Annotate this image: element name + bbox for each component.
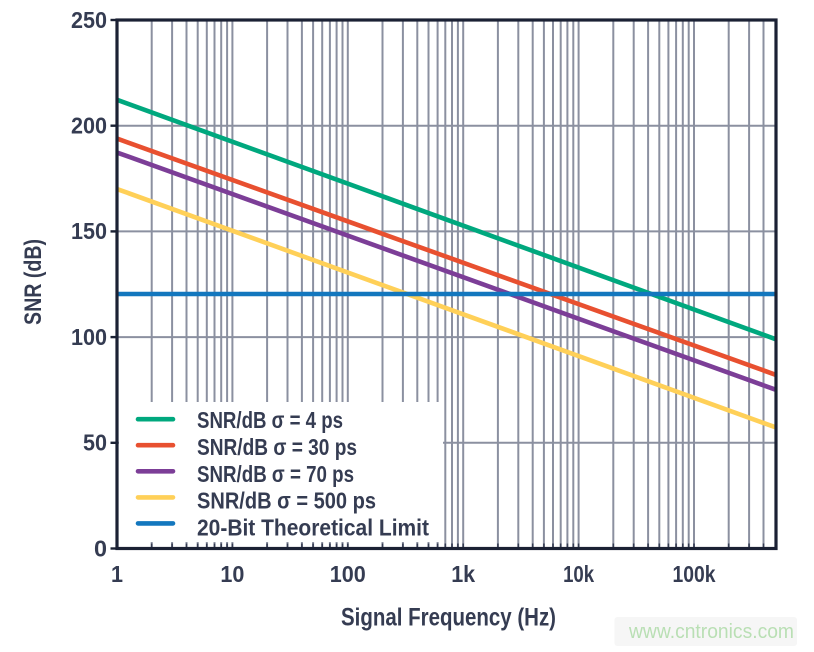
svg-text:100k: 100k [673, 561, 716, 587]
svg-text:100: 100 [71, 324, 107, 350]
svg-text:SNR/dB σ = 500 ps: SNR/dB σ = 500 ps [197, 488, 376, 514]
svg-text:SNR/dB σ = 70 ps: SNR/dB σ = 70 ps [197, 461, 354, 487]
svg-text:250: 250 [71, 7, 107, 33]
svg-text:Signal Frequency (Hz): Signal Frequency (Hz) [341, 604, 556, 632]
svg-text:50: 50 [83, 430, 107, 456]
svg-text:SNR/dB σ = 30 ps: SNR/dB σ = 30 ps [197, 434, 357, 460]
svg-text:150: 150 [71, 218, 107, 244]
svg-text:0: 0 [94, 535, 107, 561]
svg-text:10: 10 [220, 561, 244, 587]
svg-text:SNR/dB σ = 4 ps: SNR/dB σ = 4 ps [197, 407, 343, 433]
svg-text:1k: 1k [451, 561, 475, 587]
svg-text:10k: 10k [563, 561, 594, 587]
svg-text:www.cntronics.com: www.cntronics.com [628, 620, 794, 643]
svg-text:SNR (dB): SNR (dB) [20, 239, 47, 325]
svg-text:1: 1 [111, 561, 123, 587]
svg-text:20-Bit Theoretical Limit: 20-Bit Theoretical Limit [197, 514, 429, 540]
svg-text:100: 100 [330, 561, 366, 587]
svg-text:200: 200 [71, 113, 107, 139]
